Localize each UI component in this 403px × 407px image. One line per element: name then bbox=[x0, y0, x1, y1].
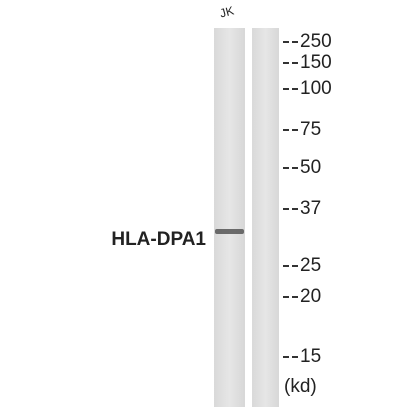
marker-label: 15 bbox=[300, 346, 321, 367]
page: JK HLA-DPA1 250150 100 75 50 37 25 20 15 (kd) (… bbox=[0, 0, 403, 407]
protein-label: HLA-DPA1 bbox=[111, 229, 206, 250]
marker-label: 37 bbox=[300, 198, 321, 219]
marker-lane bbox=[252, 28, 279, 407]
lane-label: JK bbox=[218, 3, 235, 20]
unit-label: (kd) bbox=[284, 376, 317, 397]
marker-label: 75 bbox=[300, 119, 321, 140]
marker-label: 25 bbox=[300, 255, 321, 276]
marker-label: 100 bbox=[300, 78, 332, 99]
sample-lane bbox=[214, 28, 245, 407]
marker-label: 50 bbox=[300, 157, 321, 178]
marker-label: 20 bbox=[300, 286, 321, 307]
blot-figure: JK HLA-DPA1 250150 100 75 50 37 25 20 15 (kd) bbox=[0, 0, 403, 407]
marker-label: 250 bbox=[300, 31, 332, 52]
band bbox=[215, 229, 244, 234]
marker-label: 150 bbox=[300, 52, 332, 73]
